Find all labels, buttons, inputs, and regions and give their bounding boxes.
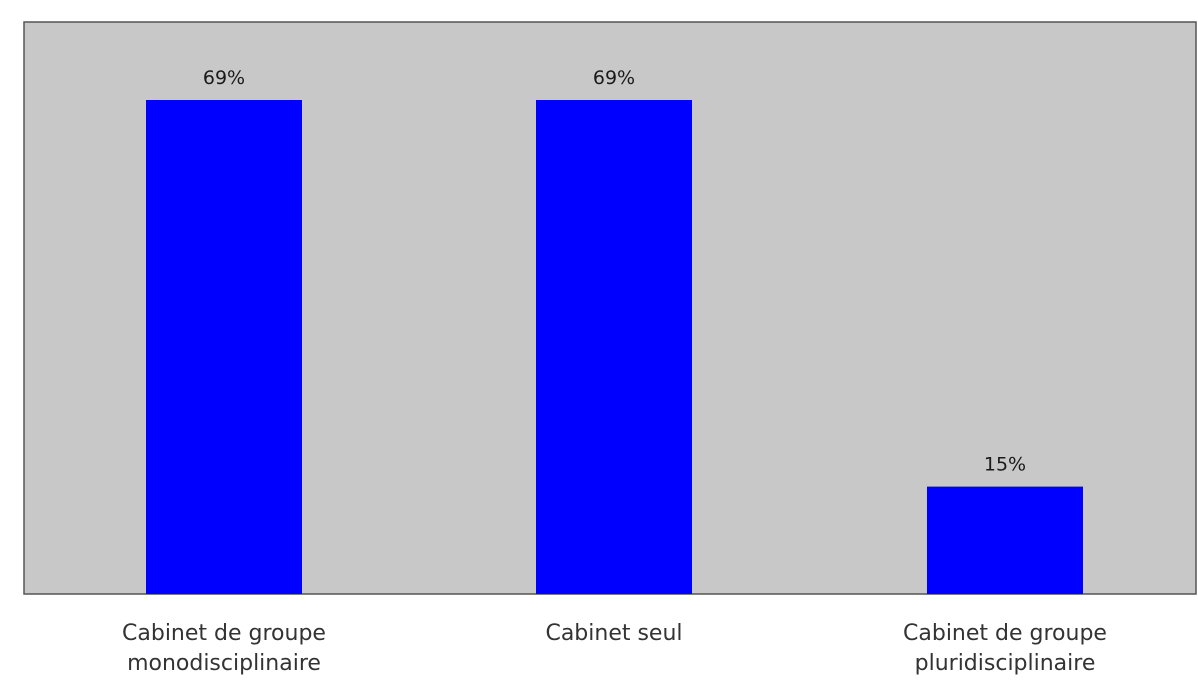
bar-1 [146, 100, 302, 594]
category-label-3-line-2: pluridisciplinaire [915, 651, 1096, 676]
bar-3 [927, 486, 1083, 594]
bar-2 [536, 100, 692, 594]
category-label-1-line-2: monodisciplinaire [127, 651, 321, 676]
value-labels-layer: 69% 69% 15% [203, 67, 1026, 476]
category-labels-layer: Cabinet de groupe monodisciplinaire Cabine… [122, 621, 1107, 676]
value-label-1: 69% [203, 67, 245, 89]
category-label-2-line-1: Cabinet seul [545, 621, 682, 646]
category-label-1-line-1: Cabinet de groupe [122, 621, 326, 646]
bars-layer [146, 100, 1083, 594]
value-label-3: 15% [984, 454, 1026, 476]
value-label-2: 69% [593, 67, 635, 89]
category-label-3-line-1: Cabinet de groupe [903, 621, 1107, 646]
